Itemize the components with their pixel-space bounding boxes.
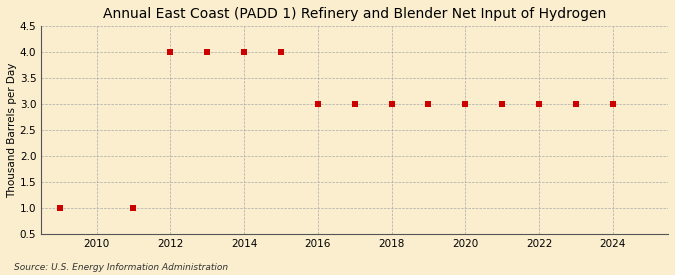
- Title: Annual East Coast (PADD 1) Refinery and Blender Net Input of Hydrogen: Annual East Coast (PADD 1) Refinery and …: [103, 7, 606, 21]
- Point: [349, 102, 360, 106]
- Point: [128, 206, 139, 210]
- Point: [313, 102, 323, 106]
- Point: [608, 102, 618, 106]
- Point: [460, 102, 470, 106]
- Point: [54, 206, 65, 210]
- Point: [534, 102, 545, 106]
- Text: Source: U.S. Energy Information Administration: Source: U.S. Energy Information Administ…: [14, 263, 227, 272]
- Point: [570, 102, 581, 106]
- Point: [497, 102, 508, 106]
- Point: [202, 50, 213, 54]
- Point: [165, 50, 176, 54]
- Point: [275, 50, 286, 54]
- Y-axis label: Thousand Barrels per Day: Thousand Barrels per Day: [7, 62, 17, 198]
- Point: [423, 102, 434, 106]
- Point: [386, 102, 397, 106]
- Point: [238, 50, 249, 54]
